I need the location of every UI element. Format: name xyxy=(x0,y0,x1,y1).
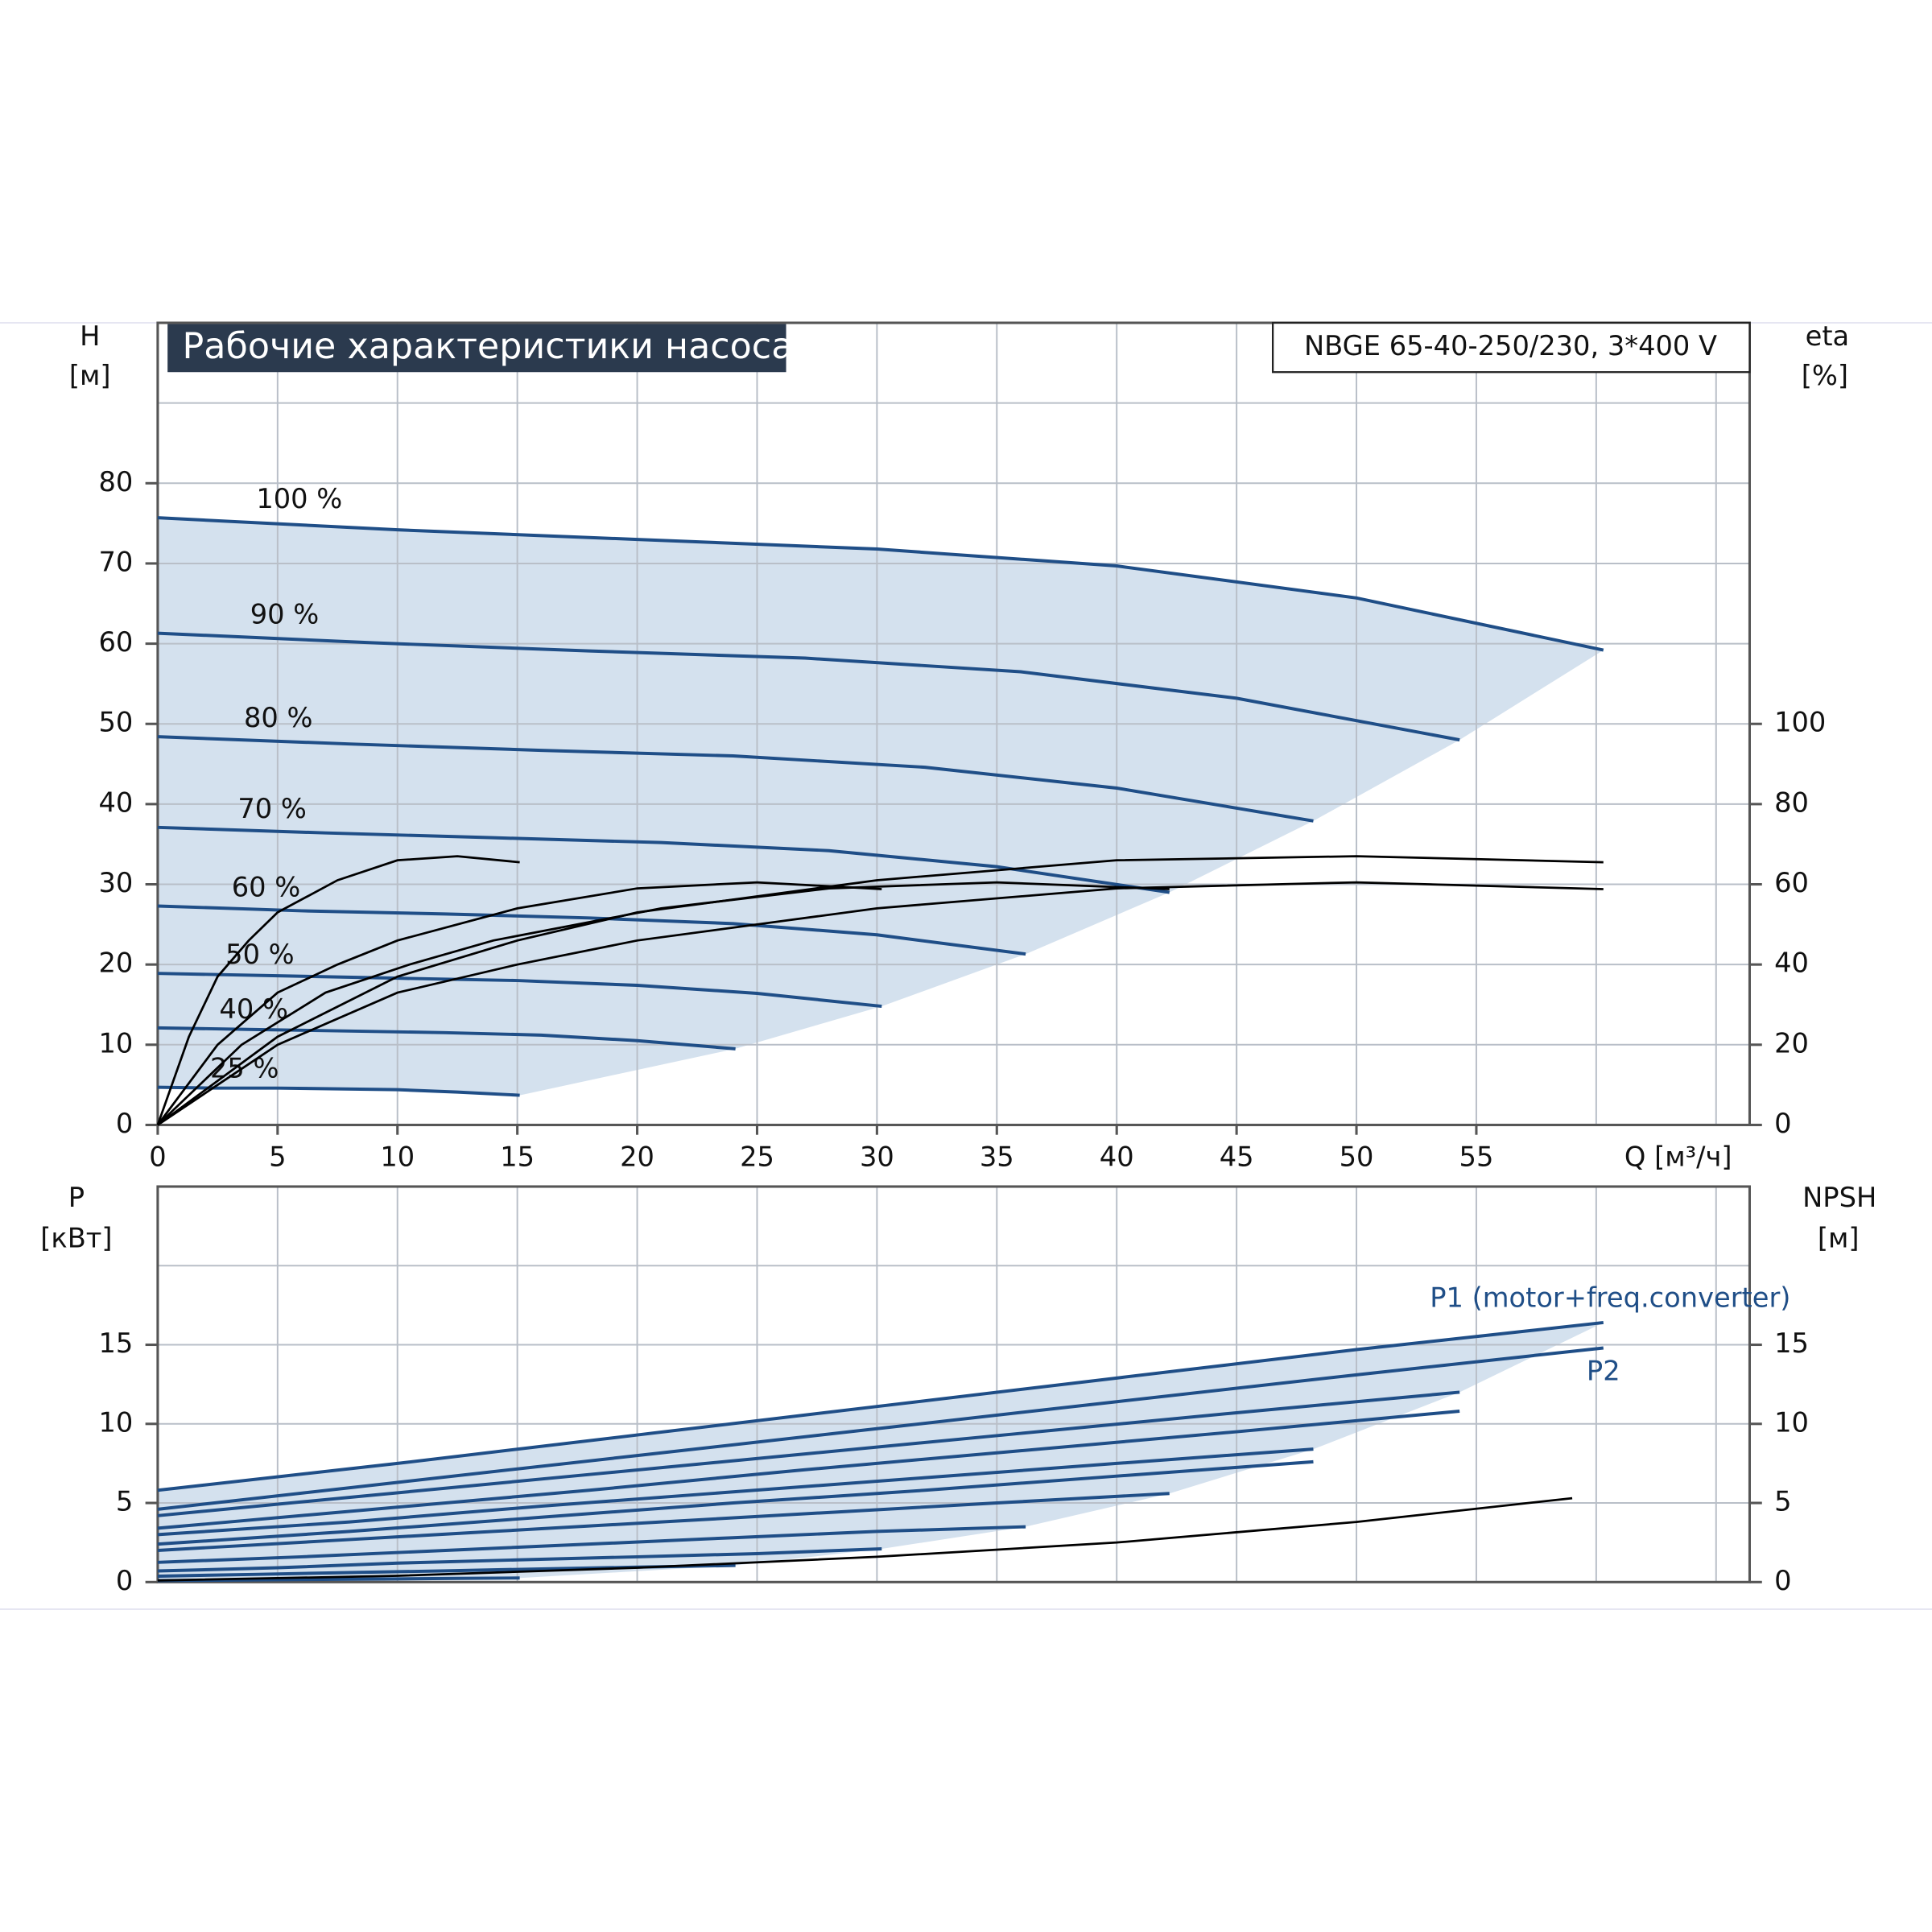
series-label: 40 % xyxy=(219,993,288,1025)
series-line xyxy=(157,1525,1026,1564)
series-line xyxy=(157,881,1604,1126)
y2-axis-unit: [м] xyxy=(1818,1222,1860,1253)
x-axis-label: Q [м³/ч] xyxy=(1624,1141,1732,1172)
y2-axis-unit: [%] xyxy=(1802,360,1848,391)
y2-tick-label: 10 xyxy=(1774,1406,1809,1438)
series-label: 60 % xyxy=(232,871,301,902)
y2-axis-label: NPSH xyxy=(1802,1182,1876,1213)
series-line xyxy=(157,1410,1460,1530)
series-label: 90 % xyxy=(250,599,320,630)
series-label: 80 % xyxy=(244,702,313,733)
series-line xyxy=(157,825,1170,894)
series-label: 70 % xyxy=(237,793,307,824)
plot-border xyxy=(156,1185,1751,1583)
series-line xyxy=(157,1496,1573,1582)
series-line xyxy=(157,972,882,1009)
y-tick-label: 60 xyxy=(98,626,133,658)
chart-title: Рабочие характеристики насоса xyxy=(183,326,794,367)
series-label: 100 % xyxy=(256,483,342,514)
y-tick-label: 10 xyxy=(98,1027,133,1059)
y2-axis-label: eta xyxy=(1806,320,1850,352)
x-tick-label: 55 xyxy=(1459,1141,1494,1172)
x-tick-label: 5 xyxy=(269,1141,286,1172)
y-tick-label: 30 xyxy=(98,867,133,898)
y-tick-label: 70 xyxy=(98,546,133,577)
x-tick-label: 15 xyxy=(500,1141,535,1172)
y2-tick-label: 0 xyxy=(1774,1108,1791,1139)
x-tick-label: 30 xyxy=(860,1141,894,1172)
y-tick-label: 0 xyxy=(116,1565,133,1596)
series-line xyxy=(157,1346,1604,1511)
y-tick-label: 5 xyxy=(116,1486,133,1517)
y2-tick-label: 0 xyxy=(1774,1565,1791,1596)
y-axis-label: H xyxy=(80,320,100,352)
y2-tick-label: 5 xyxy=(1774,1486,1791,1517)
y2-tick-label: 20 xyxy=(1774,1027,1809,1059)
y-axis-label: P xyxy=(68,1182,85,1213)
y2-tick-label: 80 xyxy=(1774,786,1809,818)
y-tick-label: 20 xyxy=(98,947,133,979)
y2-tick-label: 60 xyxy=(1774,867,1809,898)
x-tick-label: 10 xyxy=(380,1141,415,1172)
series-line xyxy=(157,1085,520,1097)
operating-range xyxy=(157,1322,1604,1581)
series-line xyxy=(157,735,1314,823)
series-line xyxy=(156,881,882,1126)
y-axis-unit: [кВт] xyxy=(40,1222,112,1253)
x-tick-label: 45 xyxy=(1220,1141,1254,1172)
series-line xyxy=(157,631,1460,742)
series-line xyxy=(157,1492,1170,1552)
series-line xyxy=(157,1320,1604,1492)
y-tick-label: 0 xyxy=(116,1108,133,1139)
y2-tick-label: 40 xyxy=(1774,947,1809,979)
x-tick-label: 35 xyxy=(980,1141,1014,1172)
model-box xyxy=(1271,321,1751,374)
series-line xyxy=(157,1390,1460,1517)
y-tick-label: 80 xyxy=(98,466,133,497)
series-label: P2 xyxy=(1587,1356,1620,1387)
y2-tick-label: 100 xyxy=(1774,707,1826,738)
y-tick-label: 40 xyxy=(98,786,133,818)
y-tick-label: 50 xyxy=(98,707,133,738)
y2-tick-label: 15 xyxy=(1774,1327,1809,1359)
x-tick-label: 40 xyxy=(1100,1141,1134,1172)
series-line xyxy=(156,881,1170,1126)
y-tick-label: 15 xyxy=(98,1327,133,1359)
series-line xyxy=(157,904,1026,956)
x-tick-label: 20 xyxy=(620,1141,654,1172)
series-line xyxy=(157,1026,736,1051)
series-line xyxy=(157,1459,1314,1546)
title-box xyxy=(167,324,786,373)
series-line xyxy=(156,855,520,1125)
y-axis-unit: [м] xyxy=(69,360,111,391)
series-label: P1 (motor+freq.converter) xyxy=(1430,1282,1790,1313)
series-line xyxy=(157,1447,1314,1537)
x-tick-label: 25 xyxy=(740,1141,774,1172)
series-line xyxy=(157,516,1604,652)
operating-range xyxy=(157,518,1604,1096)
x-tick-label: 0 xyxy=(149,1141,166,1172)
chart-subtitle: NBGE 65-40-250/230, 3*400 V xyxy=(1304,330,1717,361)
x-tick-label: 50 xyxy=(1340,1141,1374,1172)
y-tick-label: 10 xyxy=(98,1406,133,1438)
series-line xyxy=(157,1546,882,1573)
